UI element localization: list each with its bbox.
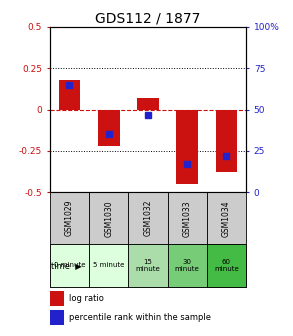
Text: 30
minute: 30 minute [175, 259, 200, 272]
Bar [89, 244, 128, 287]
Bar [89, 192, 128, 244]
Bar [59, 80, 80, 110]
Bar [128, 244, 168, 287]
Bar [137, 98, 159, 110]
Text: time  ▶: time ▶ [51, 261, 81, 270]
Text: log ratio: log ratio [69, 294, 104, 303]
Text: 60
minute: 60 minute [214, 259, 239, 272]
Text: 15
minute: 15 minute [136, 259, 160, 272]
Text: GSM1034: GSM1034 [222, 200, 231, 237]
Bar [50, 244, 89, 287]
Title: GDS112 / 1877: GDS112 / 1877 [95, 12, 201, 26]
Text: GSM1033: GSM1033 [183, 200, 192, 237]
Bar [50, 310, 64, 325]
Bar [216, 110, 237, 172]
Bar [176, 110, 198, 184]
Bar [128, 192, 168, 244]
Bar [50, 192, 89, 244]
Bar [207, 192, 246, 244]
Bar [207, 244, 246, 287]
Text: percentile rank within the sample: percentile rank within the sample [69, 313, 212, 322]
Bar [98, 110, 120, 146]
Text: 5 minute: 5 minute [93, 262, 125, 268]
Text: GSM1030: GSM1030 [104, 200, 113, 237]
Text: GSM1029: GSM1029 [65, 200, 74, 237]
Text: 0 minute: 0 minute [54, 262, 85, 268]
Bar [168, 192, 207, 244]
Bar [50, 291, 64, 306]
Text: GSM1032: GSM1032 [144, 200, 152, 237]
Bar [168, 244, 207, 287]
